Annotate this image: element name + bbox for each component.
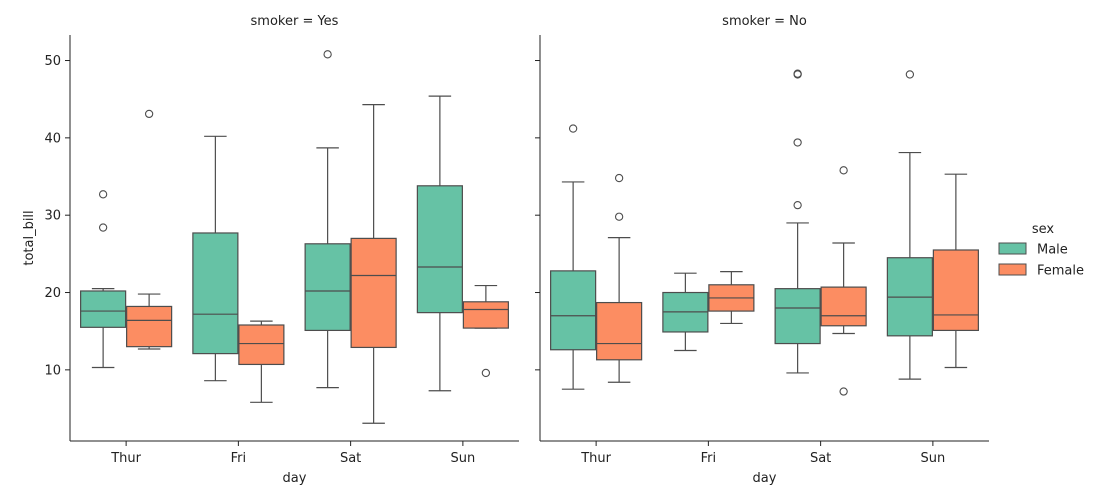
box-smoker-yes-sun-female-iqr-box bbox=[462, 301, 509, 329]
x-tick-label-fri: Fri bbox=[701, 451, 717, 466]
box-smoker-yes-sat-female-iqr-box bbox=[350, 237, 397, 349]
box-smoker-no-sun-male-outlier bbox=[905, 70, 915, 79]
box-smoker-yes-sun-female-outlier bbox=[481, 368, 491, 378]
legend-swatch-male bbox=[998, 242, 1027, 255]
box-smoker-yes-thur-female-iqr-box bbox=[126, 305, 173, 348]
y-tick-label: 30 bbox=[44, 209, 61, 224]
y-tick-label: 20 bbox=[44, 286, 61, 301]
box-smoker-yes-thur-female-outlier bbox=[144, 109, 154, 119]
legend-title: sex bbox=[1032, 222, 1055, 237]
box-smoker-yes-sat-male-outlier bbox=[323, 50, 332, 59]
box-smoker-no-thur-female-outlier bbox=[614, 212, 624, 221]
box-smoker-no-sat-male-outlier bbox=[793, 69, 802, 78]
legend-label-male: Male bbox=[1037, 243, 1068, 258]
x-axis-label: day bbox=[283, 471, 307, 486]
box-smoker-no-thur-female-iqr-box bbox=[596, 301, 643, 361]
box-smoker-no-thur-female-outlier bbox=[614, 173, 624, 183]
box-smoker-no-sat-female-iqr-box bbox=[820, 286, 867, 327]
legend-label-female: Female bbox=[1037, 264, 1084, 279]
box-smoker-no-sat-male-outlier bbox=[793, 200, 802, 210]
box-smoker-yes-thur-male-outlier bbox=[98, 190, 108, 199]
box-smoker-yes-sun-male-iqr-box bbox=[416, 185, 463, 314]
x-tick-label-sun: Sun bbox=[921, 451, 946, 466]
box-smoker-no-sat-male-outlier bbox=[793, 138, 802, 147]
x-tick-label-fri: Fri bbox=[231, 451, 247, 466]
box-smoker-yes-thur-male-outlier bbox=[98, 223, 108, 232]
box-smoker-no-thur-male-outlier bbox=[568, 124, 578, 133]
box-smoker-no-sun-female-iqr-box bbox=[932, 249, 979, 332]
box-smoker-yes-fri-female-iqr-box bbox=[238, 324, 285, 366]
box-smoker-no-sat-male-iqr-box bbox=[774, 288, 821, 345]
y-tick-label: 10 bbox=[44, 363, 61, 378]
x-tick-label-sat: Sat bbox=[810, 451, 831, 466]
x-axis-label: day bbox=[753, 471, 777, 486]
panel-title-smoker-no: smoker = No bbox=[722, 14, 807, 29]
x-tick-label-thur: Thur bbox=[110, 451, 141, 466]
box-smoker-no-thur-male-iqr-box bbox=[550, 270, 597, 351]
panel-title-smoker-yes: smoker = Yes bbox=[251, 14, 339, 29]
box-smoker-yes-thur-male-iqr-box bbox=[80, 290, 127, 328]
x-tick-label-sun: Sun bbox=[451, 451, 476, 466]
x-tick-label-sat: Sat bbox=[340, 451, 361, 466]
x-tick-label-thur: Thur bbox=[580, 451, 611, 466]
legend-swatch-female bbox=[998, 263, 1027, 276]
box-smoker-no-sat-female-outlier bbox=[839, 166, 848, 175]
y-tick-label: 50 bbox=[44, 54, 61, 69]
box-smoker-no-sat-female-outlier bbox=[839, 387, 848, 396]
box-smoker-yes-sat-male-iqr-box bbox=[304, 243, 351, 332]
box-smoker-yes-fri-male-iqr-box bbox=[192, 232, 239, 355]
y-tick-label: 40 bbox=[44, 131, 61, 146]
y-axis-label: total_bill bbox=[22, 210, 37, 265]
